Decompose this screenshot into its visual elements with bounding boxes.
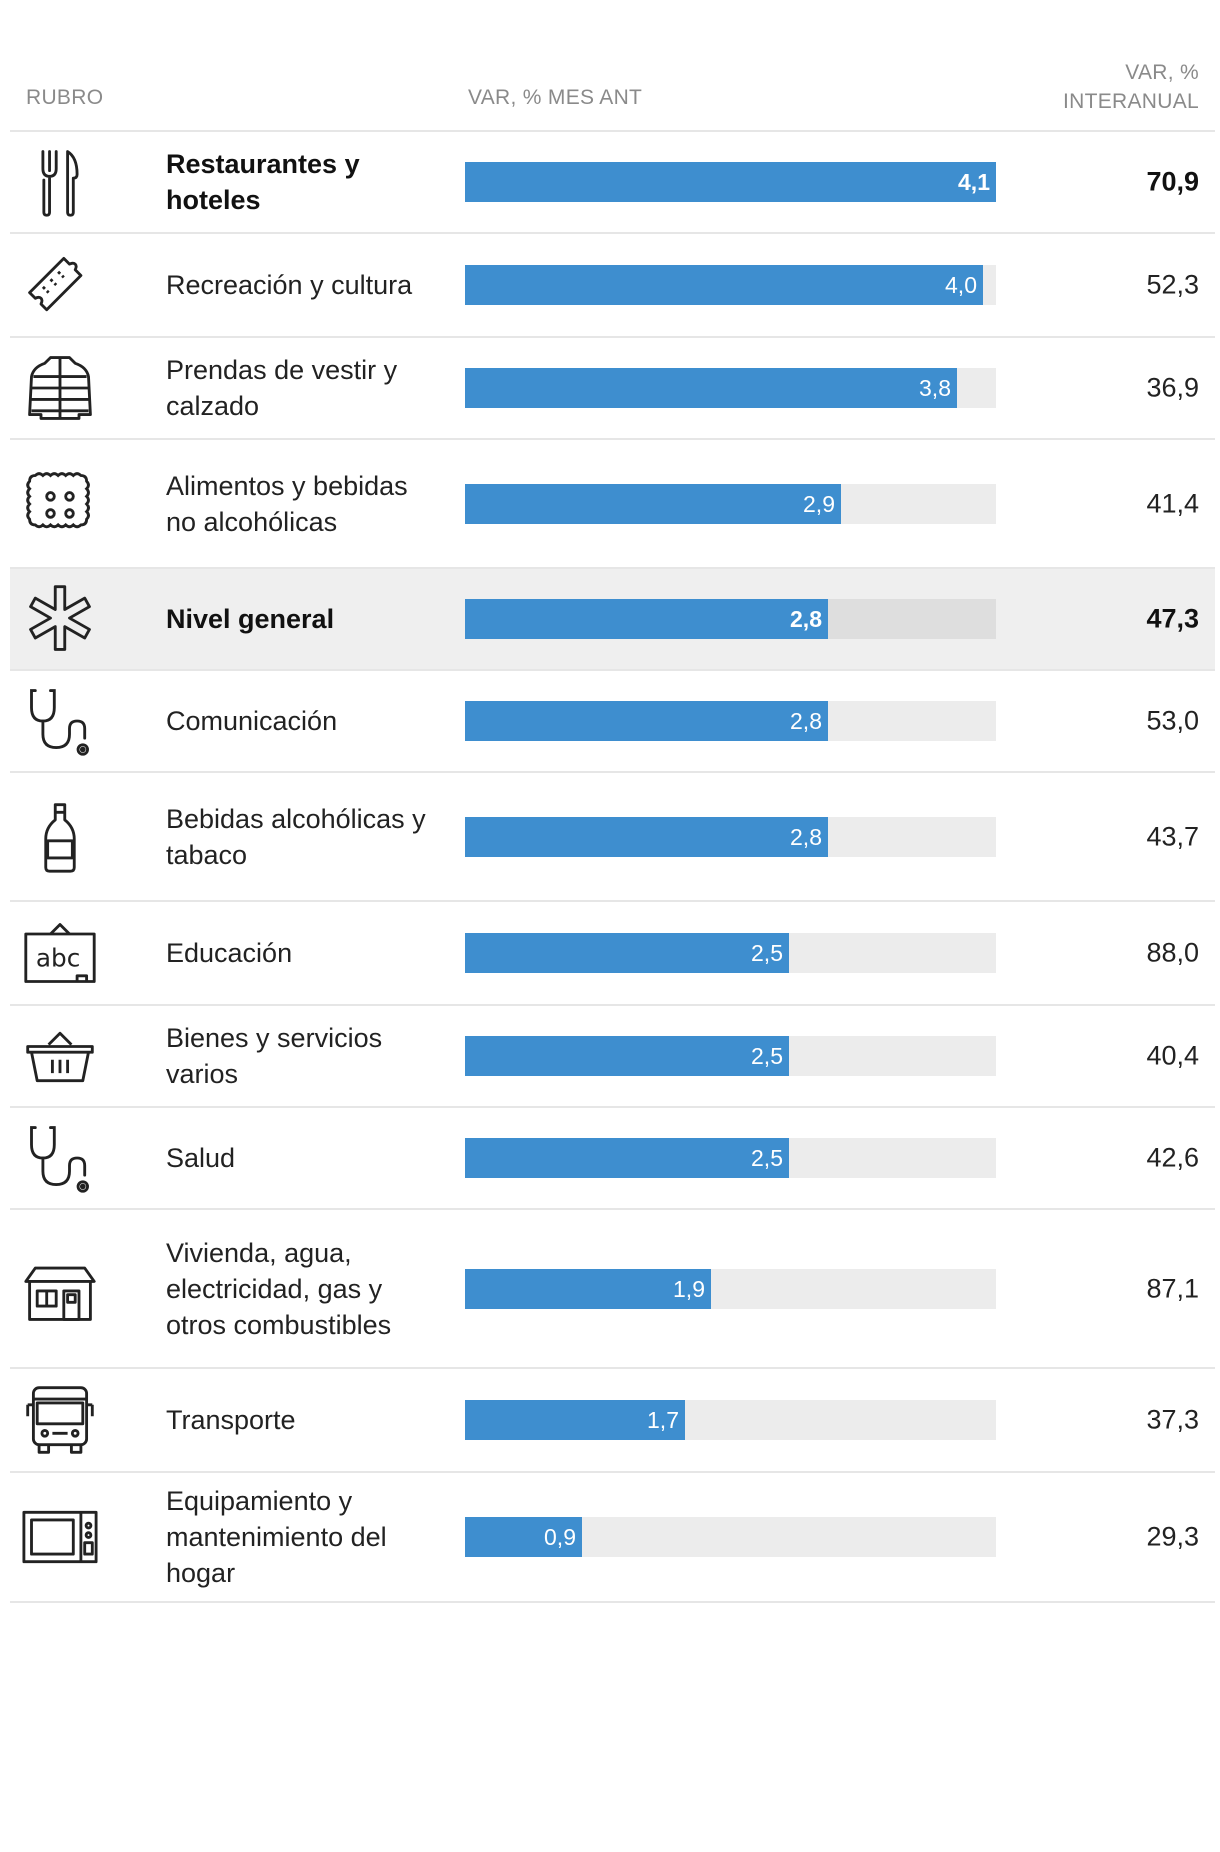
price-variation-table: RUBRO VAR, % MES ANT VAR, % INTERANUAL R… [10, 0, 1215, 1603]
interanual-value: 42,6 [1146, 1142, 1199, 1173]
interanual-value: 43,7 [1146, 821, 1199, 851]
interanual-value: 41,4 [1146, 488, 1199, 518]
row-label: Restaurantes y hoteles [166, 149, 360, 215]
bar-value-label: 1,9 [673, 1275, 705, 1302]
table-row: Bebidas alcohólicas y tabaco 2,8 43,7 [10, 773, 1215, 902]
row-label: Bienes y servicios varios [166, 1023, 383, 1089]
asterisk-icon [22, 581, 98, 657]
row-label: Vivienda, agua, electricidad, gas y otro… [166, 1237, 392, 1340]
bar-value-label: 2,8 [790, 708, 822, 734]
bar-value-label: 0,9 [544, 1524, 576, 1550]
bar-track: 1,7 [465, 1400, 996, 1440]
table-row: Comunicación 2,8 53,0 [10, 671, 1215, 773]
bar-value-label: 2,9 [803, 490, 835, 517]
bottle-icon [22, 799, 98, 875]
table-row: Bienes y servicios varios 2,5 40,4 [10, 1006, 1215, 1108]
table-row: Restaurantes y hoteles 4,1 70,9 [10, 132, 1215, 234]
bar-track: 4,1 [465, 162, 996, 202]
header-var-mes-ant: VAR, % MES ANT [468, 86, 643, 109]
row-label: Bebidas alcohólicas y tabaco [166, 803, 426, 870]
bus-icon [22, 1382, 98, 1458]
bar-track: 2,5 [465, 1036, 996, 1076]
interanual-value: 53,0 [1146, 705, 1199, 736]
interanual-value: 29,3 [1146, 1521, 1199, 1552]
table-row: Recreación y cultura 4,0 52,3 [10, 234, 1215, 338]
row-label: Alimentos y bebidas no alcohólicas [166, 470, 408, 537]
bar-track: 2,8 [465, 816, 996, 857]
bar-mes-ant: 1,9 [465, 1268, 711, 1309]
bar-value-label: 1,7 [647, 1407, 679, 1433]
interanual-value: 36,9 [1146, 372, 1199, 403]
bar-mes-ant: 2,8 [465, 701, 828, 741]
bar-track: 2,8 [465, 599, 996, 639]
bar-mes-ant: 4,0 [465, 265, 983, 305]
bar-mes-ant: 1,7 [465, 1400, 685, 1440]
bar-value-label: 2,8 [790, 823, 822, 850]
table-row: Prendas de vestir y calzado 3,8 36,9 [10, 338, 1215, 440]
bar-track: 0,9 [465, 1517, 996, 1557]
row-label: Equipamiento y mantenimiento del hogar [166, 1486, 387, 1588]
row-label: Educación [166, 938, 293, 968]
interanual-value: 87,1 [1146, 1273, 1199, 1303]
bar-track: 1,9 [465, 1268, 996, 1309]
bar-mes-ant: 2,5 [465, 1036, 789, 1076]
bar-value-label: 4,0 [945, 272, 977, 298]
interanual-value: 52,3 [1146, 269, 1199, 300]
bar-track: 3,8 [465, 368, 996, 408]
bar-value-label: 2,5 [751, 1145, 783, 1171]
bar-track: 2,5 [465, 933, 996, 973]
interanual-value: 70,9 [1146, 166, 1199, 197]
bar-mes-ant: 2,9 [465, 483, 841, 524]
row-label: Prendas de vestir y calzado [166, 355, 398, 421]
row-label: Nivel general [166, 604, 335, 634]
table-row: abc Educación 2,5 88,0 [10, 902, 1215, 1006]
interanual-value: 47,3 [1146, 603, 1199, 634]
bar-value-label: 2,8 [790, 606, 822, 632]
header-rubro: RUBRO [26, 86, 104, 109]
bar-mes-ant: 2,5 [465, 933, 789, 973]
bar-mes-ant: 0,9 [465, 1517, 582, 1557]
header-var-interanual: VAR, % INTERANUAL [1062, 61, 1199, 113]
bar-track: 2,5 [465, 1138, 996, 1178]
table-row: Nivel general 2,8 47,3 [10, 569, 1215, 671]
bar-value-label: 2,5 [751, 940, 783, 966]
interanual-value: 37,3 [1146, 1404, 1199, 1435]
bar-mes-ant: 2,8 [465, 599, 828, 639]
bar-mes-ant: 2,8 [465, 816, 828, 857]
fork-knife-icon [22, 144, 98, 220]
bar-value-label: 4,1 [958, 169, 990, 195]
table-header: RUBRO VAR, % MES ANT VAR, % INTERANUAL [10, 0, 1215, 132]
cracker-icon [22, 466, 98, 542]
row-label: Comunicación [166, 706, 338, 736]
basket-icon [22, 1018, 98, 1094]
interanual-value: 40,4 [1146, 1040, 1199, 1071]
bar-mes-ant: 4,1 [465, 162, 996, 202]
svg-text:abc: abc [36, 943, 80, 972]
table-row: Vivienda, agua, electricidad, gas y otro… [10, 1210, 1215, 1369]
table-row: Transporte 1,7 37,3 [10, 1369, 1215, 1473]
table-row: Equipamiento y mantenimiento del hogar 0,… [10, 1473, 1215, 1603]
house-icon [22, 1251, 98, 1327]
row-label: Transporte [166, 1405, 296, 1435]
table-row: Alimentos y bebidas no alcohólicas 2,9 41,… [10, 440, 1215, 569]
bar-mes-ant: 2,5 [465, 1138, 789, 1178]
bar-value-label: 3,8 [919, 375, 951, 401]
bar-mes-ant: 3,8 [465, 368, 957, 408]
microwave-icon [22, 1499, 98, 1575]
ticket-icon [22, 247, 98, 323]
jacket-icon [22, 350, 98, 426]
table-row: Salud 2,5 42,6 [10, 1108, 1215, 1210]
bar-value-label: 2,5 [751, 1043, 783, 1069]
interanual-value: 88,0 [1146, 937, 1199, 968]
bar-track: 2,9 [465, 483, 996, 524]
row-label: Salud [166, 1143, 236, 1173]
blackboard-icon: abc [22, 915, 98, 991]
stethoscope-icon [22, 683, 98, 759]
bar-track: 4,0 [465, 265, 996, 305]
row-label: Recreación y cultura [166, 270, 413, 300]
table-body: Restaurantes y hoteles 4,1 70,9 Recreación … [10, 132, 1215, 1603]
stethoscope-icon [22, 1120, 98, 1196]
bar-track: 2,8 [465, 701, 996, 741]
